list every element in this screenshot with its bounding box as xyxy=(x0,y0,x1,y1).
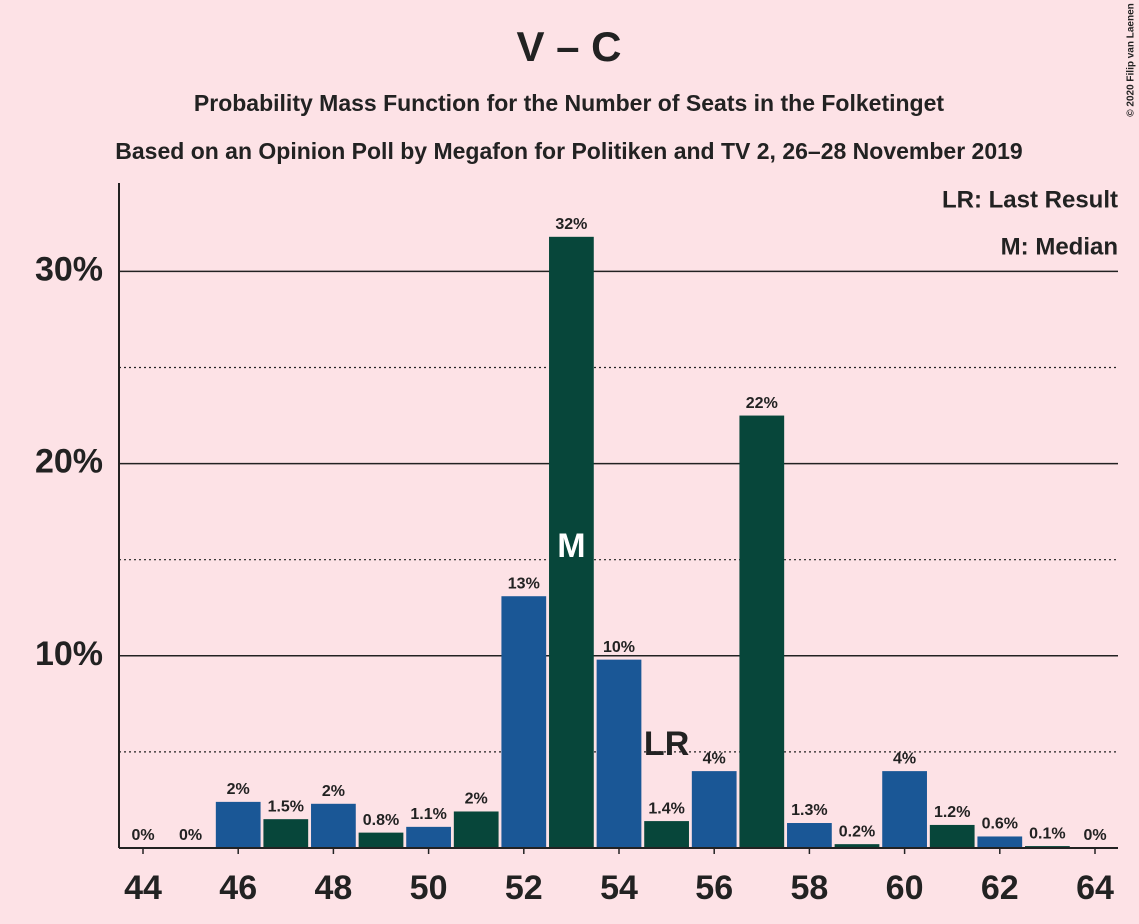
value-label: 2% xyxy=(322,783,345,800)
value-label: 0% xyxy=(131,827,154,844)
bar xyxy=(834,844,880,848)
bar xyxy=(215,801,261,848)
x-tick-label: 58 xyxy=(790,869,828,907)
y-tick-label: 20% xyxy=(35,443,103,481)
median-marker: M xyxy=(557,527,585,565)
x-tick-label: 56 xyxy=(695,869,733,907)
value-label: 0.2% xyxy=(839,823,875,840)
bar xyxy=(596,659,642,848)
last-result-marker: LR xyxy=(644,725,689,763)
bar xyxy=(263,819,309,848)
bar xyxy=(644,821,689,848)
x-tick-label: 50 xyxy=(410,869,448,907)
value-label: 22% xyxy=(746,395,778,412)
value-label: 0.8% xyxy=(363,812,399,829)
value-label: 13% xyxy=(508,575,540,592)
value-label: 1.2% xyxy=(934,804,970,821)
bar xyxy=(977,836,1023,848)
chart-title: V – C xyxy=(516,23,621,70)
value-label: 32% xyxy=(555,216,587,233)
copyright: © 2020 Filip van Laenen xyxy=(1126,3,1137,117)
bar xyxy=(358,832,404,848)
x-tick-label: 60 xyxy=(886,869,924,907)
value-label: 0% xyxy=(1083,827,1106,844)
x-tick-label: 62 xyxy=(981,869,1019,907)
x-tick-label: 46 xyxy=(219,869,257,907)
bar xyxy=(501,596,547,848)
legend-text: M: Median xyxy=(1001,233,1118,260)
bar xyxy=(691,771,737,848)
x-tick-label: 54 xyxy=(600,869,638,907)
legend-text: LR: Last Result xyxy=(942,186,1118,213)
bar xyxy=(453,811,499,848)
x-tick-label: 64 xyxy=(1076,869,1114,907)
bar xyxy=(882,771,927,848)
x-tick-label: 48 xyxy=(314,869,352,907)
x-tick-label: 52 xyxy=(505,869,543,907)
x-tick-label: 44 xyxy=(124,869,162,907)
value-label: 1.3% xyxy=(791,802,827,819)
bar xyxy=(549,236,594,848)
value-label: 1.5% xyxy=(268,798,304,815)
value-label: 4% xyxy=(703,750,726,767)
bar xyxy=(311,803,356,848)
bar xyxy=(739,415,785,848)
value-label: 1.1% xyxy=(410,806,446,823)
bar xyxy=(787,823,832,848)
bar xyxy=(406,826,451,848)
value-label: 2% xyxy=(465,791,488,808)
y-tick-label: 10% xyxy=(35,635,103,673)
value-label: 0% xyxy=(179,827,202,844)
bar xyxy=(929,824,975,848)
value-label: 1.4% xyxy=(648,800,684,817)
value-label: 0.6% xyxy=(982,816,1018,833)
value-label: 10% xyxy=(603,639,635,656)
y-tick-label: 30% xyxy=(35,250,103,288)
value-label: 0.1% xyxy=(1029,825,1065,842)
value-label: 2% xyxy=(227,781,250,798)
subtitle: Probability Mass Function for the Number… xyxy=(194,90,944,116)
subtitle: Based on an Opinion Poll by Megafon for … xyxy=(115,138,1022,164)
value-label: 4% xyxy=(893,750,916,767)
